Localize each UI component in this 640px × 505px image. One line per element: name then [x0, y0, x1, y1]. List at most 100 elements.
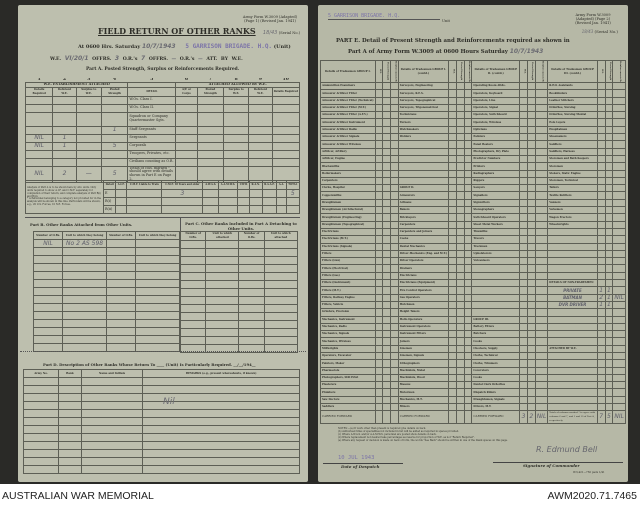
trade-count: [382, 344, 391, 354]
trade-name: Saddlers: [547, 140, 598, 149]
trade-count: [463, 249, 473, 259]
trade-count: [390, 198, 399, 208]
strength-value: 1: [52, 133, 77, 143]
trade-count: [596, 359, 606, 368]
strength-value: NIL: [24, 133, 54, 143]
trade-row: Draughtsmen (Topographical) Carpenters She…: [320, 220, 626, 229]
trade-count: [382, 403, 391, 412]
trade-count: [382, 227, 391, 237]
part-d-cell: [22, 449, 60, 458]
trade-count: [374, 300, 384, 310]
trade-name: Electricians (Signals): [320, 242, 376, 251]
trade-count: [604, 213, 614, 222]
trade-name: Printers: [471, 162, 521, 171]
trade-count: [519, 103, 528, 113]
part-b-cell: [105, 295, 137, 304]
trade-count: [604, 191, 614, 200]
column-header: DETAIL: [127, 86, 177, 97]
trade-name: Fitters, Railway Engine: [320, 293, 376, 302]
trade-count: [604, 403, 614, 412]
trade-count: [596, 344, 606, 354]
part-c-cell: [205, 311, 240, 321]
summary-header: C.M.F. 18 Years and older: [161, 180, 204, 190]
trade-name: Armourer Artificer Fitter: [320, 89, 376, 98]
summary-row: R(ii): [26, 205, 301, 214]
unit-stamp: 5 GARRISON BRIGADE. H.Q.: [185, 43, 273, 50]
part-c-row: [179, 239, 299, 249]
part-c-cell: [179, 303, 207, 313]
trade-count: [596, 96, 606, 105]
trade-name: Gas Operators: [397, 293, 450, 302]
commander-signature: R. Edmund Bell: [536, 445, 598, 454]
serial-number: 18/43: [262, 30, 278, 36]
strength-row: Civilians counting as O.R.: [24, 157, 301, 167]
trade-count: [534, 249, 549, 259]
trade-count: [604, 373, 614, 383]
part-c-cell: [205, 271, 240, 281]
part-c-row: [179, 303, 299, 313]
trade-count: [519, 249, 528, 259]
trade-count: [534, 133, 549, 142]
trade-count: [526, 308, 536, 317]
trade-name: Butchers: [471, 330, 521, 339]
trade-name: Electricians (Equipment): [397, 278, 450, 288]
trade-name: Electricians: [320, 227, 376, 237]
attached-value: [223, 111, 250, 127]
part-b-cell: [105, 335, 137, 344]
trade-count: [519, 308, 528, 317]
part-b-cell: [135, 303, 180, 312]
column-header: Deficient W.E.: [52, 86, 77, 97]
trade-count: [596, 147, 606, 156]
we-label: W.E.: [50, 57, 62, 62]
summary-header: TOTAL: [285, 180, 301, 190]
column-number: 7: [208, 78, 212, 82]
trade-count: [612, 330, 626, 339]
trade-row: Armourer Artificer Instrument Turners Oper…: [320, 118, 626, 127]
part-d-row: [22, 465, 300, 474]
trade-name: Artisans: [397, 198, 450, 208]
trade-count: [612, 184, 626, 193]
trade-name: GROUP III.: [471, 315, 521, 324]
carried-forward-value: [448, 410, 457, 424]
strength-row: W.Os. Class I.: [24, 95, 301, 105]
trade-count: [519, 191, 528, 200]
strength-value: [52, 149, 77, 159]
trade-count: [455, 103, 465, 113]
attached-value: [248, 157, 273, 167]
trade-count: [448, 81, 457, 91]
summary-header: C.M.F. Liable to Train: [126, 180, 163, 190]
attached-value: [271, 149, 301, 159]
part-d-row: [22, 457, 300, 466]
trade-count: [448, 184, 457, 193]
trade-count: [455, 154, 465, 164]
part-d-cell: [80, 433, 144, 442]
trade-count: [596, 373, 606, 383]
trade-count: [390, 271, 399, 281]
trade-count: [596, 133, 606, 142]
part-c-cell: [238, 335, 265, 345]
strength-value: [75, 125, 102, 135]
note: (c) Where A.W.A.S. and/or A.A.M.W.S. per…: [338, 433, 437, 436]
trade-count: [534, 264, 549, 273]
trade-count: [463, 293, 473, 302]
trade-name: Clerks, Hospital: [320, 184, 376, 193]
part-d-cell: [142, 385, 300, 394]
part-d-cell: [58, 385, 82, 394]
trade-count: [612, 206, 626, 215]
part-b-row: [32, 255, 180, 264]
part-c-cell: [238, 287, 265, 297]
trade-count: [374, 249, 384, 259]
trade-row: Fitters, Railway Engine Gas Operators BATM…: [320, 293, 626, 302]
trade-count: [374, 89, 384, 98]
part-c-cell: [179, 279, 207, 289]
trade-count: [604, 344, 614, 354]
part-c-cell: [179, 327, 207, 337]
trade-count: [519, 96, 528, 105]
trade-count: [374, 140, 384, 149]
offrs-label: OFFRS.: [92, 57, 112, 62]
part-c-cell: [205, 295, 240, 305]
trade-count: [382, 366, 391, 375]
summary-header: A.W.A.S.: [202, 180, 219, 190]
part-c-row: [179, 247, 299, 257]
trade-name: [547, 227, 598, 237]
